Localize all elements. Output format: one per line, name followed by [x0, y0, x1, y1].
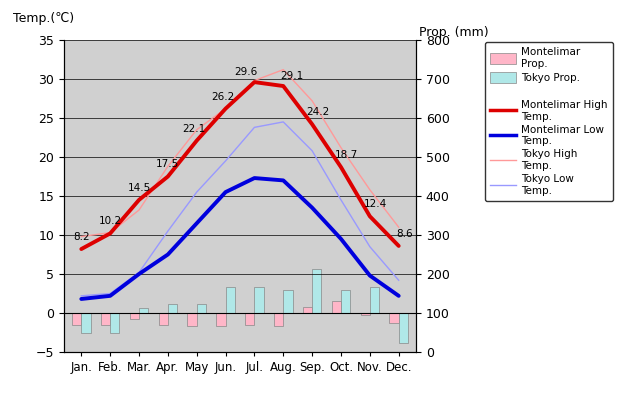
Text: 10.2: 10.2	[99, 216, 122, 226]
Bar	[130, 313, 139, 319]
Text: 12.4: 12.4	[364, 199, 387, 209]
Bar	[168, 304, 177, 313]
Bar	[303, 307, 312, 313]
Text: 14.5: 14.5	[127, 183, 150, 193]
Bar	[274, 313, 284, 326]
Bar	[312, 269, 321, 313]
Bar	[332, 300, 341, 313]
Bar	[72, 313, 81, 325]
Bar	[225, 287, 235, 313]
Text: 24.2: 24.2	[307, 107, 330, 117]
Text: Temp.(℃): Temp.(℃)	[13, 12, 74, 25]
Bar	[360, 313, 370, 314]
Bar	[284, 290, 292, 313]
Bar	[255, 287, 264, 313]
Bar	[188, 313, 196, 326]
Text: 18.7: 18.7	[335, 150, 358, 160]
Bar	[341, 290, 350, 313]
Bar	[196, 304, 206, 313]
Bar	[370, 287, 379, 313]
Bar	[399, 313, 408, 343]
Legend: Montelimar
Prop., Tokyo Prop., , Montelimar High
Temp., Montelimar Low
Temp., To: Montelimar Prop., Tokyo Prop., , Monteli…	[484, 42, 612, 201]
Text: 29.6: 29.6	[234, 68, 257, 78]
Text: 8.6: 8.6	[396, 229, 413, 239]
Text: 17.5: 17.5	[156, 160, 179, 170]
Bar	[245, 313, 255, 325]
Text: Prop. (mm): Prop. (mm)	[419, 26, 489, 39]
Bar	[81, 313, 90, 332]
Text: 22.1: 22.1	[182, 124, 205, 134]
Bar	[139, 308, 148, 313]
Text: 26.2: 26.2	[211, 92, 234, 102]
Text: 29.1: 29.1	[280, 71, 303, 81]
Bar	[110, 313, 120, 332]
Bar	[390, 313, 399, 323]
Bar	[216, 313, 225, 326]
Text: 8.2: 8.2	[73, 232, 90, 242]
Bar	[101, 313, 110, 325]
Bar	[159, 313, 168, 325]
